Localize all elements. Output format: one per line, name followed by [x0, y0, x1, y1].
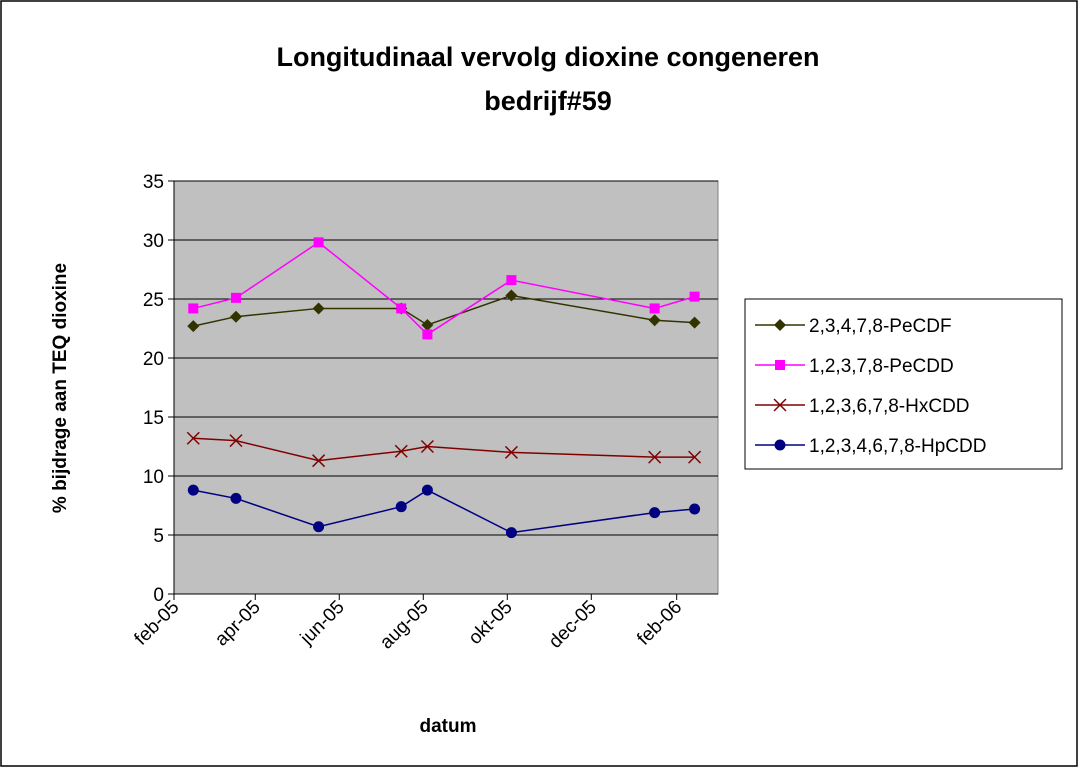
- marker: [689, 291, 700, 302]
- marker: [229, 434, 243, 448]
- marker: [421, 484, 433, 496]
- marker: [313, 521, 325, 533]
- marker: [506, 275, 517, 286]
- marker: [688, 316, 701, 329]
- marker: [648, 450, 662, 464]
- series-line: [193, 294, 695, 327]
- marker: [774, 439, 786, 451]
- marker: [773, 398, 787, 412]
- series-line: [193, 241, 695, 336]
- marker: [505, 527, 517, 539]
- marker: [230, 492, 242, 504]
- x-axis-label: datum: [420, 716, 477, 737]
- marker: [504, 445, 518, 459]
- legend-label: 2,3,4,7,8-PeCDF: [809, 316, 952, 337]
- y-tick-label: 10: [143, 467, 164, 488]
- marker: [187, 320, 200, 333]
- marker: [395, 501, 407, 513]
- marker: [312, 302, 325, 315]
- y-tick-label: 0: [153, 585, 164, 606]
- marker: [688, 450, 702, 464]
- y-tick-label: 25: [143, 290, 164, 311]
- marker: [186, 431, 200, 445]
- chart-title: Longitudinaal vervolg dioxine congeneren: [276, 42, 819, 72]
- marker: [422, 329, 433, 340]
- marker: [421, 318, 434, 331]
- marker: [649, 303, 660, 314]
- legend-label: 1,2,3,7,8-PeCDD: [809, 356, 954, 377]
- y-tick-label: 20: [143, 349, 164, 370]
- legend: [744, 298, 1063, 470]
- marker: [774, 319, 786, 331]
- marker: [649, 507, 661, 519]
- y-tick-label: 15: [143, 408, 164, 429]
- marker: [648, 314, 661, 327]
- marker: [230, 292, 241, 303]
- series-line: [193, 489, 695, 534]
- marker: [313, 237, 324, 248]
- marker: [396, 303, 407, 314]
- marker: [312, 454, 326, 468]
- y-axis-label: % bijdrage aan TEQ dioxine: [50, 263, 71, 513]
- legend-label: 1,2,3,6,7,8-HxCDD: [809, 396, 970, 417]
- marker: [775, 360, 785, 370]
- marker: [187, 484, 199, 496]
- marker: [188, 303, 199, 314]
- marker: [229, 310, 242, 323]
- marker: [420, 439, 434, 454]
- marker: [689, 503, 701, 515]
- marker: [505, 289, 518, 302]
- chart-subtitle: bedrijf#59: [484, 86, 612, 116]
- y-tick-label: 35: [143, 172, 164, 193]
- y-tick-label: 30: [143, 231, 164, 252]
- plot-area: [173, 180, 719, 595]
- y-tick-label: 5: [153, 526, 164, 547]
- marker: [394, 444, 408, 458]
- series-line: [193, 437, 695, 462]
- legend-label: 1,2,3,4,6,7,8-HpCDD: [809, 436, 986, 457]
